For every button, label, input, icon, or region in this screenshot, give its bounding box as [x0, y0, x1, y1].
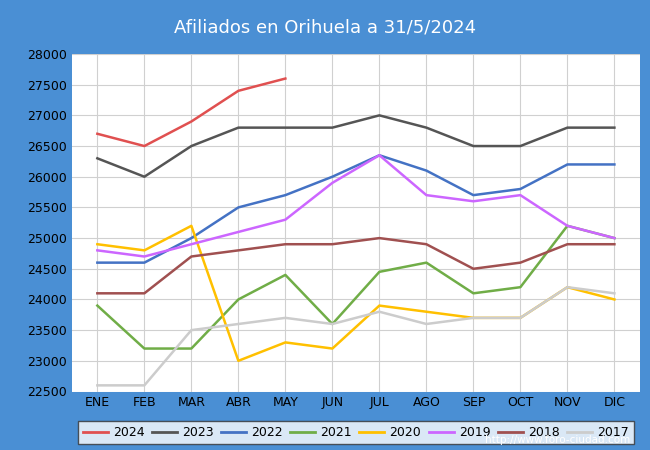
Text: Afiliados en Orihuela a 31/5/2024: Afiliados en Orihuela a 31/5/2024	[174, 18, 476, 36]
Text: http://www.foro-ciudad.com: http://www.foro-ciudad.com	[486, 435, 630, 445]
Legend: 2024, 2023, 2022, 2021, 2020, 2019, 2018, 2017: 2024, 2023, 2022, 2021, 2020, 2019, 2018…	[78, 421, 634, 445]
